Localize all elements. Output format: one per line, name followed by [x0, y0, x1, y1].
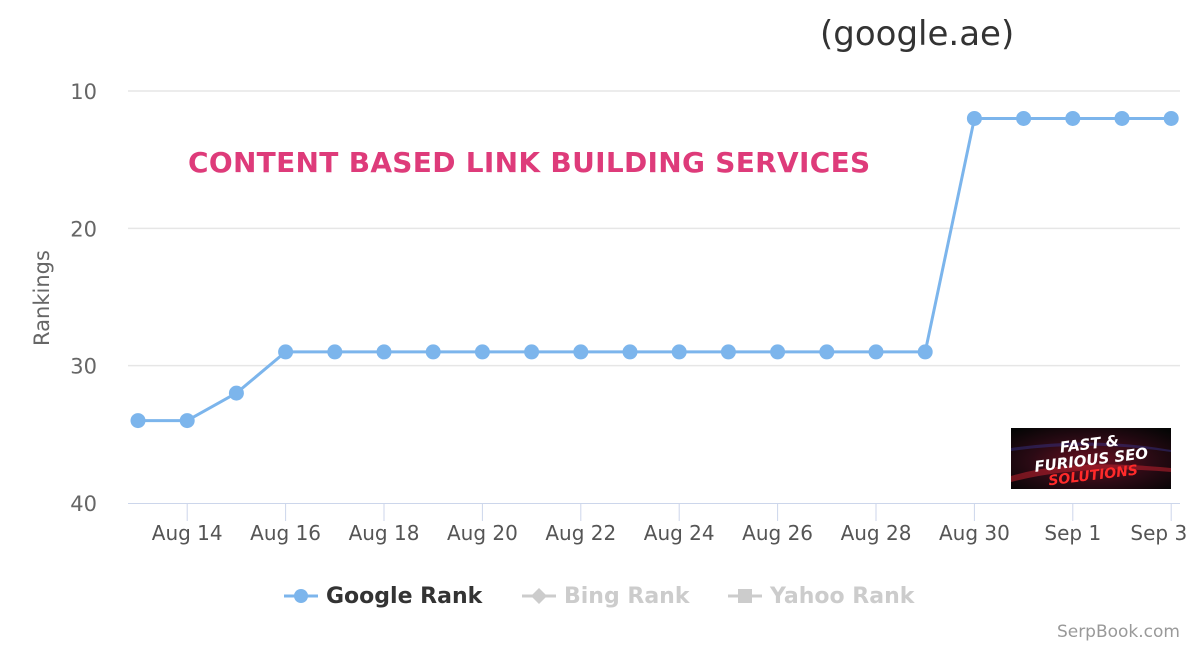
y-tick-label: 10: [70, 80, 97, 104]
grid-lines: [128, 90, 1180, 367]
google-rank-point[interactable]: [327, 344, 343, 360]
google-rank-point[interactable]: [720, 344, 736, 360]
x-tick-label: Aug 16: [250, 521, 321, 545]
google-rank-point[interactable]: [179, 413, 195, 429]
x-tick-label: Aug 22: [545, 521, 616, 545]
chart-legend: Google Rank Bing Rank Yahoo Rank: [0, 578, 1200, 614]
legend-item-bing-rank[interactable]: Bing Rank: [522, 578, 689, 614]
google-rank-point[interactable]: [524, 344, 540, 360]
x-tick-label: Aug 28: [841, 521, 912, 545]
legend-yahoo-square-icon: [728, 589, 762, 603]
x-axis-tick-labels: Aug 14 Aug 16 Aug 18 Aug 20 Aug 22 Aug 24 Aug …: [152, 521, 1187, 545]
legend-label-bing-rank: Bing Rank: [564, 583, 690, 609]
y-tick-label: 40: [70, 492, 97, 516]
google-rank-point[interactable]: [868, 344, 884, 360]
google-rank-point[interactable]: [1163, 110, 1179, 126]
google-rank-point[interactable]: [770, 344, 786, 360]
google-rank-point[interactable]: [376, 344, 392, 360]
google-rank-point[interactable]: [1065, 110, 1081, 126]
y-axis-tick-labels: 10 20 30 40: [70, 80, 97, 516]
x-tick-label: Sep 1: [1044, 521, 1101, 545]
legend-bing-diamond-icon: [522, 588, 556, 604]
y-tick-label: 20: [70, 217, 97, 241]
legend-google-circle-icon: [284, 589, 318, 603]
x-tick-label: Aug 18: [349, 521, 420, 545]
google-rank-point[interactable]: [622, 344, 638, 360]
serpbook-credit-link[interactable]: SerpBook.com: [1056, 622, 1180, 642]
chart-annotation: CONTENT BASED LINK BUILDING SERVICES: [188, 146, 871, 179]
x-tick-label: Aug 26: [742, 521, 813, 545]
x-axis-ticks: [186, 503, 1172, 521]
google-rank-series-line: [138, 117, 1172, 423]
google-rank-point[interactable]: [573, 344, 589, 360]
google-rank-point[interactable]: [425, 344, 441, 360]
legend-label-yahoo-rank: Yahoo Rank: [770, 583, 915, 609]
x-tick-label: Aug 24: [644, 521, 715, 545]
legend-label-google-rank: Google Rank: [326, 583, 483, 609]
legend-item-yahoo-rank[interactable]: Yahoo Rank: [728, 578, 914, 614]
x-tick-label: Sep 3: [1130, 521, 1187, 545]
google-rank-point[interactable]: [917, 344, 933, 360]
google-rank-point[interactable]: [474, 344, 490, 360]
google-rank-point[interactable]: [819, 344, 835, 360]
google-rank-point[interactable]: [671, 344, 687, 360]
google-rank-point[interactable]: [130, 413, 146, 429]
google-rank-point[interactable]: [278, 344, 294, 360]
google-rank-point[interactable]: [1114, 110, 1130, 126]
x-tick-label: Aug 20: [447, 521, 518, 545]
fast-furious-seo-logo: FAST & FURIOUS SEO SOLUTIONS: [1011, 428, 1171, 489]
google-rank-series-points: [130, 110, 1179, 429]
legend-item-google-rank[interactable]: Google Rank: [284, 578, 482, 614]
google-rank-point[interactable]: [228, 385, 244, 401]
y-tick-label: 30: [70, 355, 97, 379]
google-rank-point[interactable]: [966, 110, 982, 126]
google-rank-point[interactable]: [1016, 110, 1032, 126]
x-tick-label: Aug 30: [939, 521, 1010, 545]
chart-subtitle: (google.ae): [820, 14, 1015, 54]
x-tick-label: Aug 14: [152, 521, 223, 545]
y-axis-label: Rankings: [30, 250, 54, 346]
